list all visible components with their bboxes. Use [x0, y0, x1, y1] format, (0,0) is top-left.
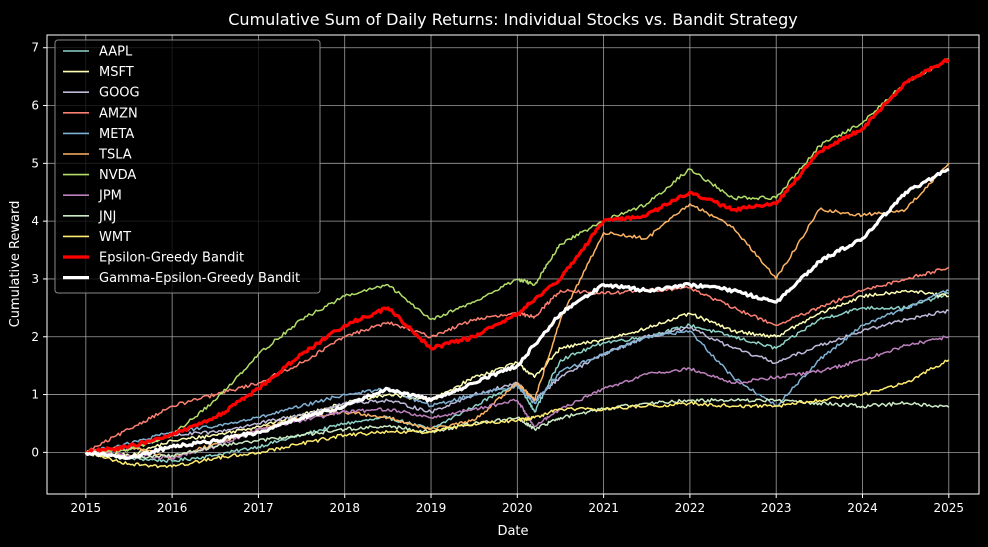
series-line-aapl — [85, 292, 950, 463]
series-line-meta — [85, 289, 950, 454]
series-line-wmt — [85, 359, 950, 469]
x-tick-label: 2015 — [71, 501, 102, 515]
x-tick-label: 2018 — [329, 501, 360, 515]
legend-label: TSLA — [98, 148, 132, 163]
x-tick-label: 2020 — [502, 501, 533, 515]
x-axis-label: Date — [497, 524, 528, 539]
legend-label: WMT — [99, 230, 131, 245]
x-tick-label: 2021 — [588, 501, 619, 515]
legend: AAPL MSFT GOOG AMZN META TSLA NVDA JPM JNJ WMT Eps… — [54, 39, 321, 294]
series-line-epsilon-greedy-bandit — [85, 57, 951, 455]
legend-label: NVDA — [99, 168, 136, 183]
y-tick-label: 2 — [31, 330, 39, 344]
legend-label: META — [99, 127, 134, 142]
legend-label: JNJ — [98, 209, 116, 224]
plot-lines — [84, 57, 951, 469]
x-tick-label: 2025 — [934, 501, 965, 515]
y-tick-label: 5 — [31, 156, 39, 170]
series-line-jpm — [85, 335, 950, 460]
legend-label: AMZN — [99, 106, 138, 121]
legend-box — [54, 39, 321, 294]
legend-label: MSFT — [99, 65, 134, 80]
axis-ticks: 2015 2016 2017 2018 2019 2020 2021 2022 2023 2024… — [31, 41, 964, 515]
legend-label: GOOG — [99, 86, 140, 101]
legend-label: Epsilon-Greedy Bandit — [99, 251, 244, 266]
x-tick-label: 2024 — [847, 501, 878, 515]
x-tick-label: 2016 — [157, 501, 188, 515]
legend-label: Gamma-Epsilon-Greedy Bandit — [99, 271, 300, 286]
y-tick-label: 3 — [31, 272, 39, 286]
y-tick-label: 0 — [31, 445, 39, 459]
legend-label: AAPL — [99, 45, 133, 60]
x-tick-label: 2019 — [416, 501, 447, 515]
series-line-msft — [85, 289, 949, 457]
x-tick-label: 2017 — [243, 501, 274, 515]
series-line-amzn — [85, 266, 950, 454]
y-tick-label: 4 — [31, 214, 39, 228]
legend-label: JPM — [98, 189, 122, 204]
y-axis-label: Cumulative Reward — [8, 201, 23, 328]
y-tick-label: 7 — [31, 41, 39, 55]
plot-frame — [46, 34, 980, 495]
x-tick-label: 2023 — [761, 501, 792, 515]
y-tick-label: 1 — [31, 388, 39, 402]
series-line-gamma-epsilon-greedy-bandit — [84, 167, 950, 460]
series-line-nvda — [85, 58, 949, 454]
chart-title: Cumulative Sum of Daily Returns: Individ… — [228, 10, 797, 29]
x-tick-label: 2022 — [675, 501, 706, 515]
y-tick-label: 6 — [31, 99, 39, 113]
